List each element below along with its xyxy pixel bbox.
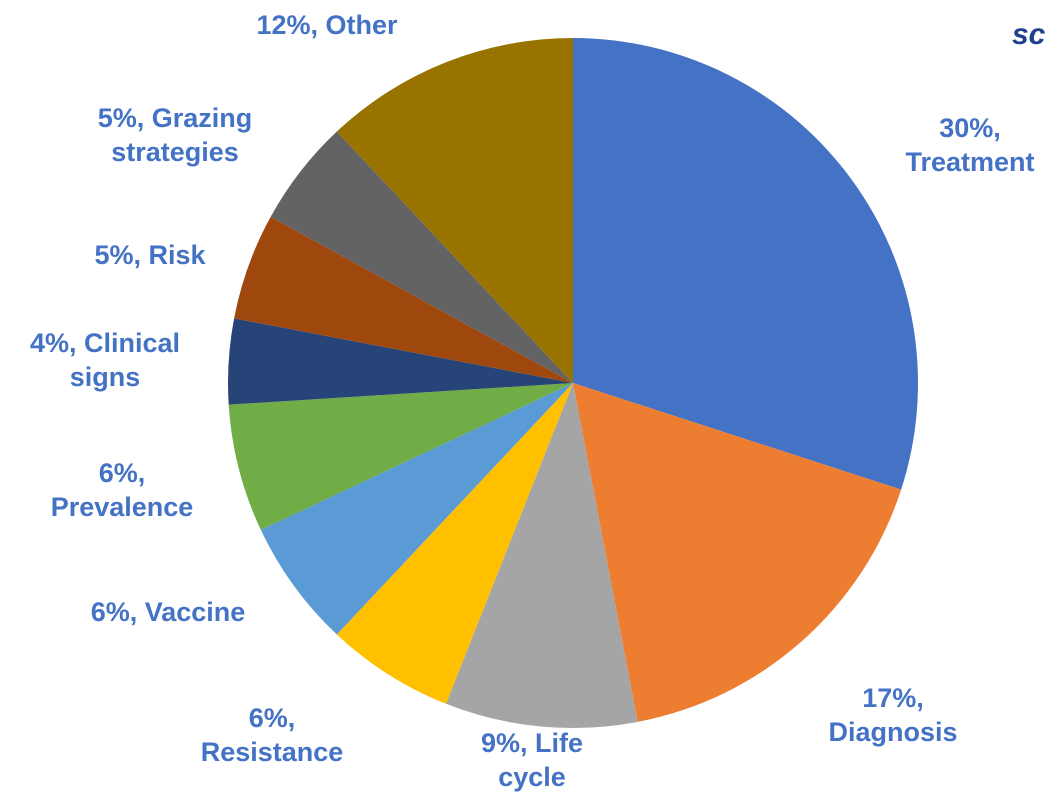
pie-slice xyxy=(260,383,573,635)
data-label: 4%, Clinical signs xyxy=(29,328,181,392)
pie-slice xyxy=(234,216,573,383)
data-label: 5%, Risk xyxy=(94,240,206,270)
data-label: 30%, Treatment xyxy=(905,113,1035,177)
pie-slice xyxy=(336,383,573,704)
pie-slice xyxy=(573,383,902,722)
data-label: 5%, Grazing strategies xyxy=(97,103,253,167)
pie-slice xyxy=(228,383,573,530)
data-label: 17%, Diagnosis xyxy=(828,683,958,747)
logo: sc xyxy=(1012,18,1046,51)
data-label: 12%, Other xyxy=(256,10,398,40)
pie-slice xyxy=(228,318,573,405)
pie-slice xyxy=(270,131,573,383)
data-label: 6%, Prevalence xyxy=(50,458,194,522)
data-label: 6%, Resistance xyxy=(200,703,344,767)
pie-slice xyxy=(336,38,573,383)
pie-slice xyxy=(573,38,918,490)
pie-slice xyxy=(445,383,638,728)
data-label: 6%, Vaccine xyxy=(90,597,246,627)
data-label: 9%, Life cycle xyxy=(480,728,584,792)
